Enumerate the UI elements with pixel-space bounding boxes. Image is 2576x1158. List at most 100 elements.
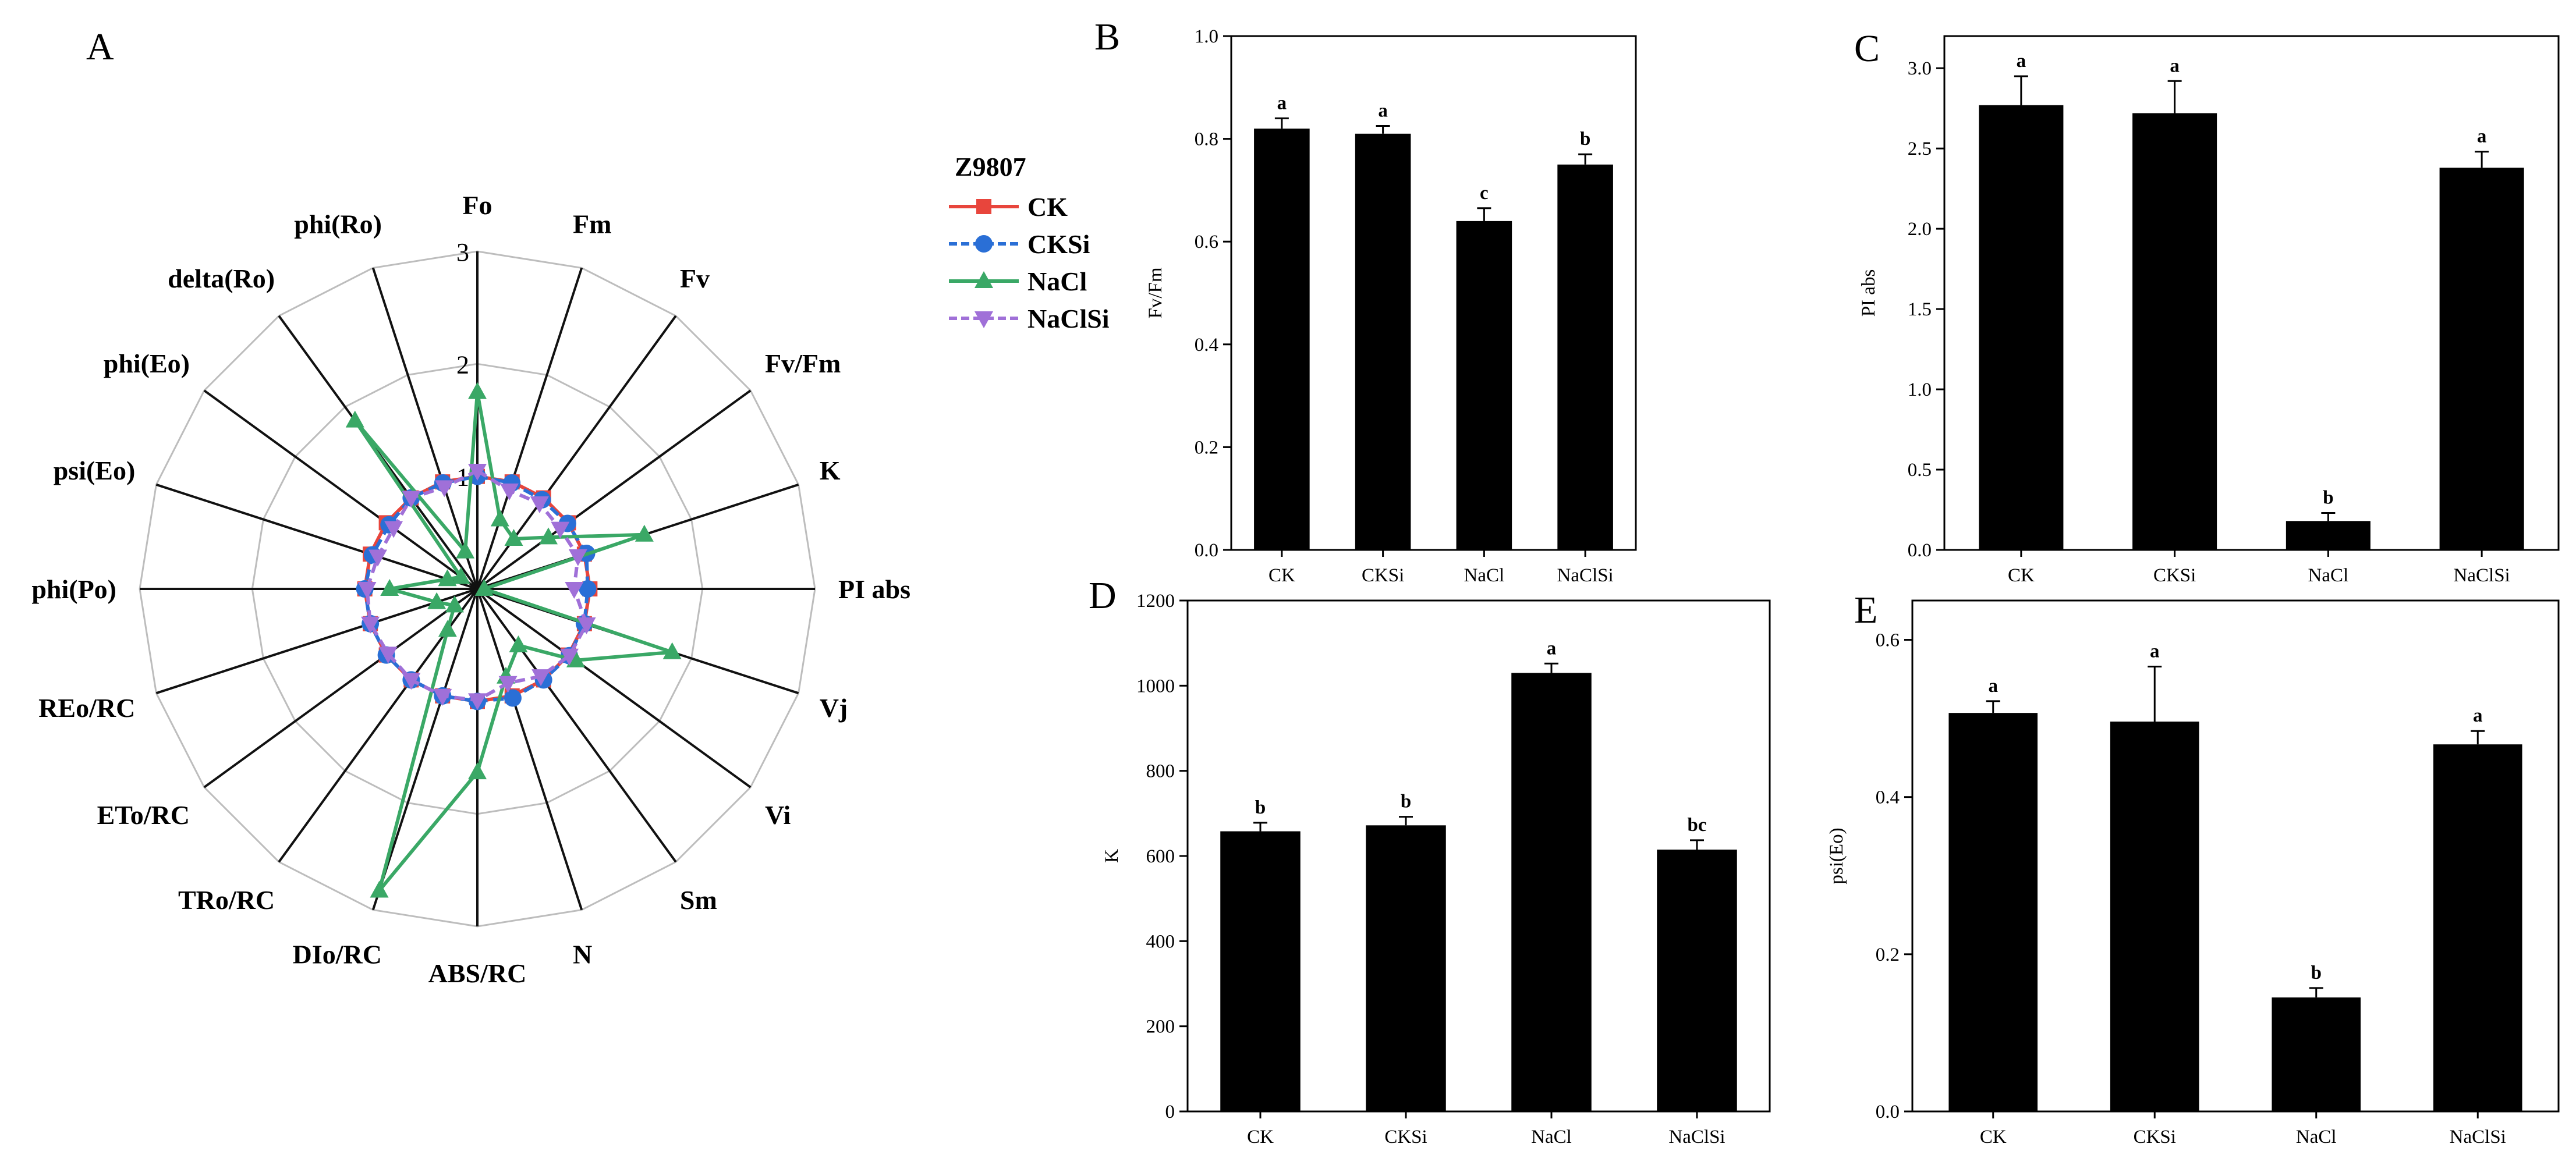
bar-nacl [2286,521,2371,550]
radar-axis-label-eto-rc: ETo/RC [97,800,190,830]
bar-nacl [1511,673,1592,1111]
y-tick-label: 0.4 [1195,335,1218,356]
radar-point-naclsi-dio-rc [433,688,452,706]
x-tick-label-nacl: NaCl [1531,1127,1572,1148]
radar-point-nacl-vi [566,650,585,667]
bar-group-ck: a [1254,93,1310,550]
radar-point-nacl-k [635,524,654,542]
radar-point-naclsi-eto-rc [378,647,398,664]
y-tick-label: 400 [1146,931,1175,952]
radar-point-naclsi-delta-ro [402,491,421,508]
radar-axis-label-delta-ro: delta(Ro) [168,264,275,293]
significance-label-ck: b [1255,797,1266,818]
bar-ck [1254,128,1310,550]
radar-axis-label-psi-eo: psi(Eo) [54,456,136,485]
y-tick-label: 1.5 [1908,299,1932,320]
radar-axis-label-abs-rc: ABS/RC [428,958,527,988]
radar-axis-label-n: N [573,940,592,969]
legend-label-naclsi: NaClSi [1027,304,1110,333]
bar-naclsi [2433,744,2522,1111]
radar-point-nacl-fv-fm [538,527,558,545]
radar-point-nacl-delta-ro [345,410,364,428]
radar-point-naclsi-phi-eo [384,521,403,538]
radar-axis-label-pi-abs: PI abs [838,574,910,604]
y-tick-label: 0.0 [1876,1102,1900,1123]
x-tick-label-naclsi: NaClSi [2454,565,2510,586]
y-tick-label: 0.6 [1876,630,1900,651]
significance-label-nacl: b [2311,962,2322,983]
radar-point-nacl-phi-eo [451,567,470,584]
bar-ck [1979,105,2064,550]
y-tick-label: 3.0 [1908,58,1932,79]
significance-label-naclsi: a [2473,705,2483,726]
significance-label-naclsi: bc [1688,815,1707,836]
legend-marker-nacl [975,271,993,288]
x-tick-label-nacl: NaCl [2308,565,2349,586]
significance-label-ck: a [1277,93,1287,113]
radar-point-nacl-psi-eo [438,569,457,587]
bar-group-cksi: b [1366,791,1446,1111]
bar-naclsi [1557,164,1613,550]
x-tick-label-naclsi: NaClSi [1557,565,1614,586]
x-tick-label-naclsi: NaClSi [1668,1127,1725,1148]
radar-point-nacl-sm [509,635,528,652]
plot-frame [1230,35,1637,551]
x-tick-label-ck: CK [2008,565,2035,586]
bar-group-cksi: a [2132,55,2217,550]
radar-point-nacl-dio-rc [370,880,389,898]
radar-point-cksi-pi-abs [579,580,597,598]
significance-label-cksi: b [1401,791,1411,812]
radar-series-naclsi [357,464,596,711]
plot-frame [1911,599,2560,1113]
bar-group-cksi: a [1355,101,1411,550]
radar-point-nacl-fv [504,528,523,546]
significance-label-ck: a [1989,676,1999,697]
x-tick-label-ck: CK [1980,1127,2007,1148]
significance-label-ck: a [2017,51,2026,72]
significance-label-nacl: a [1547,638,1557,659]
significance-label-cksi: a [1378,101,1388,122]
bar-chart-panel-c: C 0.0 0.5 1.0 1.5 2.0 2.5 3.0 PI abs a CK a CKSi b NaC… [1854,27,2560,586]
bar-chart-panel-d: D 0 200 400 600 800 1000 1200 Kb CK b CKSi a NaCl bc Na… [1089,574,1771,1148]
radar-axis-label-k: K [820,456,841,485]
legend-marker-cksi [975,235,993,253]
bar-group-naclsi: bc [1657,815,1737,1111]
bar-group-naclsi: a [2433,705,2522,1111]
radar-axis-label-phi-ro: phi(Ro) [294,209,382,239]
bar-group-nacl: b [2272,962,2361,1111]
y-tick-label: 0.0 [1195,540,1218,561]
radar-point-naclsi-abs-rc [468,693,487,711]
radar-point-naclsi-fv-fm [551,521,570,539]
panel-label-c: C [1854,27,1880,70]
panel-label-d: D [1089,574,1117,617]
x-tick-label-nacl: NaCl [1464,565,1505,586]
radar-point-naclsi-pi-abs [565,582,584,599]
x-tick-label-naclsi: NaClSi [2450,1127,2506,1148]
x-tick-label-cksi: CKSi [2153,565,2196,586]
y-tick-label: 0.5 [1908,460,1932,481]
y-axis-title: psi(Eo) [1826,827,1847,884]
bar-chart-panel-b: B 0.0 0.2 0.4 0.6 0.8 1.0 Fv/Fm a CK a CKSi c NaCl b Na… [1094,16,1637,586]
radar-ring-label-3: 3 [456,238,469,267]
radar-point-naclsi-fo [468,464,487,481]
radar-spoke-n [476,588,583,911]
radar-axis-label-vj: Vj [820,693,848,723]
bar-cksi [1355,133,1411,550]
y-tick-label: 1.0 [1908,379,1932,400]
radar-point-naclsi-reo-rc [361,616,380,634]
radar-spoke-fv [476,315,677,590]
bar-ck [1948,713,2038,1111]
radar-point-naclsi-tro-rc [402,673,421,690]
bar-chart-panel-e: E 0.0 0.2 0.4 0.6 psi(Eo) a CK a CKSi b NaCl a NaClSi [1826,589,2560,1148]
y-tick-label: 0.4 [1876,787,1900,808]
y-tick-label: 800 [1146,761,1175,782]
legend-title: Z9807 [955,152,1026,182]
bar-group-ck: a [1948,676,2038,1111]
radar-spoke-eto-rc [203,588,479,788]
y-tick-label: 2.5 [1908,138,1932,159]
x-tick-label-cksi: CKSi [1384,1127,1427,1148]
radar-point-nacl-pi-abs [474,579,494,596]
radar-axis-label-sm: Sm [680,885,717,915]
panel-label-b: B [1094,16,1120,58]
